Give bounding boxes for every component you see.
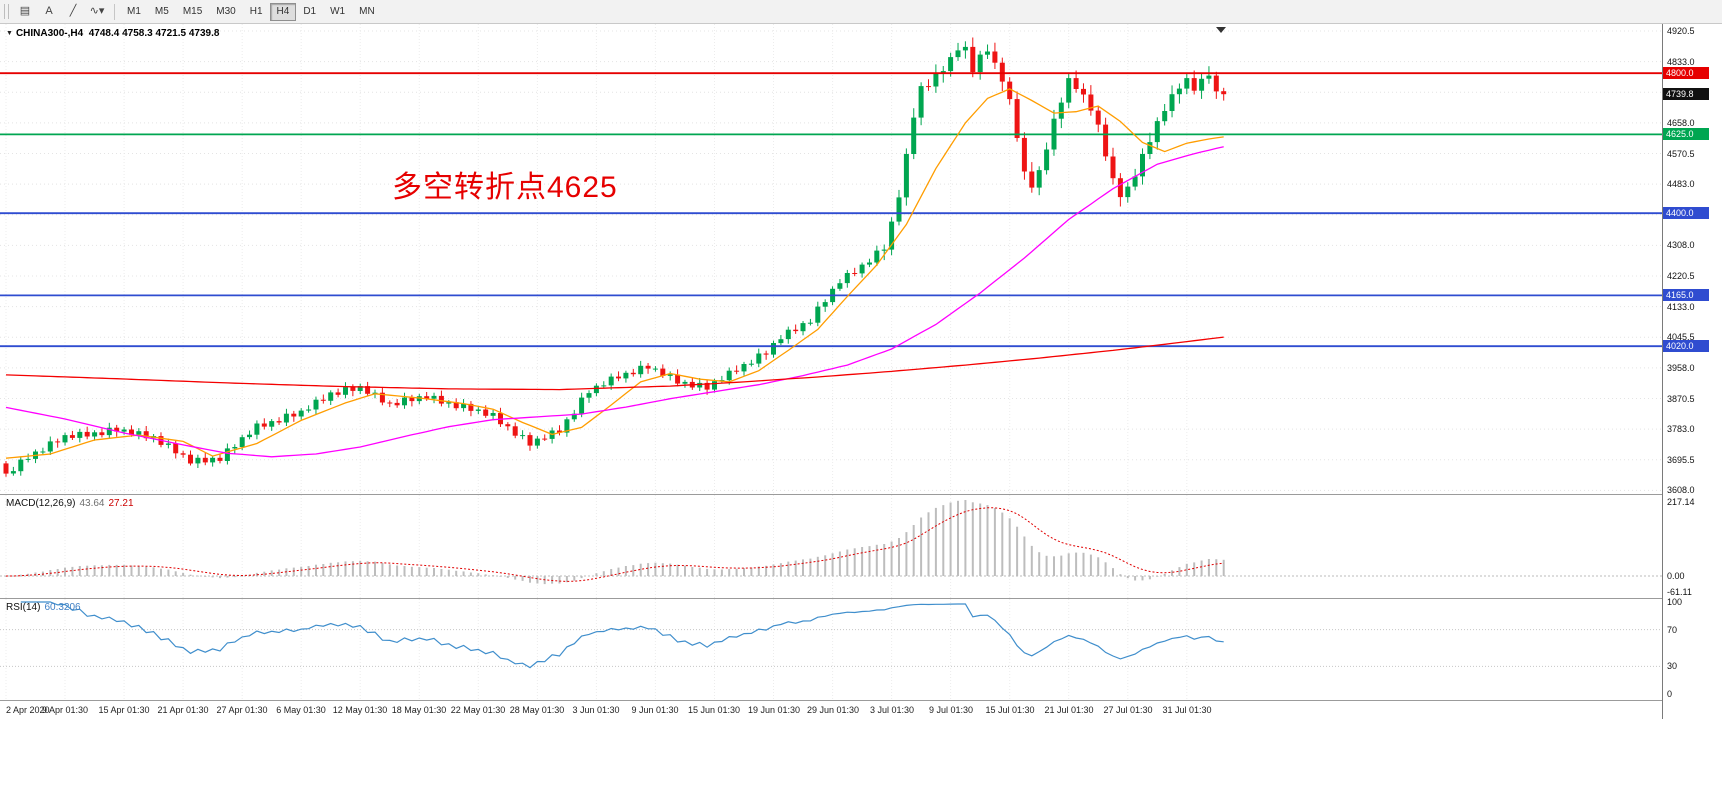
price-tick-label: 4045.5 <box>1667 332 1695 342</box>
time-axis-label: 15 Jun 01:30 <box>687 705 741 715</box>
text-tool-button[interactable]: A <box>37 2 61 21</box>
price-axis[interactable]: 4920.54833.04745.54658.04570.54483.04395… <box>1662 24 1722 719</box>
panel-separator[interactable] <box>0 598 1722 599</box>
macd-histogram <box>5 500 1225 585</box>
rsi-axis-label: 0 <box>1667 689 1673 699</box>
chart-title: ▼ CHINA300-,H4 4748.4 4758.3 4721.5 4739.… <box>6 28 219 39</box>
timeframe-button-D1[interactable]: D1 <box>296 3 323 21</box>
price-tick-label: 3958.0 <box>1667 363 1695 373</box>
time-axis-label: 27 Apr 01:30 <box>216 705 268 715</box>
charts-layout-button[interactable]: ▤ <box>13 2 37 21</box>
time-axis-label: 21 Jul 01:30 <box>1044 705 1094 715</box>
horizontal-levels <box>0 72 1662 348</box>
time-axis-label: 29 Jun 01:30 <box>806 705 860 715</box>
timeframe-button-MN[interactable]: MN <box>352 3 382 21</box>
timeframe-buttons-group: M1 M5 M15 M30 H1 H4 D1 W1 MN <box>120 2 382 21</box>
macd-signal-line <box>6 507 1224 582</box>
time-axis-label: 3 Jul 01:30 <box>869 705 915 715</box>
line-studies-button[interactable]: ∿▾ <box>85 2 109 21</box>
price-tick-label: 3695.5 <box>1667 455 1695 465</box>
level-price-tag: 4400.0 <box>1663 207 1709 219</box>
chart-window: ▼ CHINA300-,H4 4748.4 4758.3 4721.5 4739.… <box>0 24 1722 789</box>
panel-separator <box>0 700 1722 701</box>
chart-shift-marker[interactable] <box>1216 27 1226 33</box>
candlestick-series <box>3 37 1227 477</box>
price-tick-label: 4658.0 <box>1667 118 1695 128</box>
level-price-tag: 4625.0 <box>1663 128 1709 140</box>
toolbar-separator <box>114 3 115 20</box>
time-axis-label: 27 Jul 01:30 <box>1103 705 1153 715</box>
time-axis-label: 31 Jul 01:30 <box>1162 705 1212 715</box>
time-axis[interactable]: 2 Apr 2020 9 Apr 01:30 15 Apr 01:30 21 Apr … <box>0 701 1662 719</box>
timeframe-button-H1[interactable]: H1 <box>243 3 270 21</box>
macd-value-signal: 27.21 <box>108 498 134 509</box>
time-axis-label: 18 May 01:30 <box>391 705 447 715</box>
price-tick-label: 3783.0 <box>1667 424 1695 434</box>
rsi-label: RSI(14) 60.3206 <box>6 602 81 613</box>
price-tick-label: 4133.0 <box>1667 302 1695 312</box>
tool-buttons-group: ▤ A ╱ ∿▾ <box>13 2 109 21</box>
macd-axis-min: -61.11 <box>1667 587 1692 597</box>
rsi-axis-label: 70 <box>1667 625 1678 635</box>
price-tick-label: 4570.5 <box>1667 149 1695 159</box>
timeframe-button-H4[interactable]: H4 <box>269 2 297 21</box>
time-axis-label: 12 May 01:30 <box>332 705 388 715</box>
macd-axis-max: 217.14 <box>1667 497 1695 507</box>
ma-mid-line <box>5 146 1224 458</box>
time-axis-label: 6 May 01:30 <box>276 705 326 715</box>
chart-title-symbol: CHINA300-,H4 <box>15 28 84 39</box>
macd-name: MACD(12,26,9) <box>6 498 76 509</box>
time-axis-label: 15 Jul 01:30 <box>985 705 1035 715</box>
time-axis-label: 3 Jun 01:30 <box>572 705 620 715</box>
macd-label: MACD(12,26,9) 43.64 27.21 <box>6 498 134 509</box>
time-axis-label: 9 Jul 01:30 <box>928 705 974 715</box>
price-tick-label: 4920.5 <box>1667 26 1695 36</box>
timeframe-button-M15[interactable]: M15 <box>176 3 209 21</box>
current-price-tag: 4739.8 <box>1663 88 1709 100</box>
grid <box>0 24 1662 494</box>
trendline-tool-button[interactable]: ╱ <box>61 2 85 21</box>
rsi-panel-canvas[interactable] <box>0 599 1662 700</box>
time-axis-label: 2 Apr 2020 <box>6 705 50 715</box>
price-tick-label: 3608.0 <box>1667 485 1695 495</box>
level-price-tag: 4800.0 <box>1663 67 1709 79</box>
toolbar-grip[interactable] <box>4 4 9 19</box>
panel-separator[interactable] <box>0 494 1722 495</box>
ma-fast-line <box>5 88 1224 459</box>
rsi-line <box>20 601 1224 669</box>
macd-value-main: 43.64 <box>79 498 105 509</box>
timeframe-button-M30[interactable]: M30 <box>209 3 242 21</box>
chart-title-ohlc: 4748.4 4758.3 4721.5 4739.8 <box>88 28 220 39</box>
time-axis-label: 9 Jun 01:30 <box>631 705 679 715</box>
rsi-axis-label: 100 <box>1667 597 1683 607</box>
price-tick-label: 4483.0 <box>1667 179 1695 189</box>
price-tick-label: 3870.5 <box>1667 394 1695 404</box>
price-tick-label: 4833.0 <box>1667 57 1695 67</box>
chart-annotation-text[interactable]: 多空转折点4625 <box>392 171 618 204</box>
quick-trade-toggle-icon[interactable]: ▼ <box>6 30 13 37</box>
time-axis-label: 21 Apr 01:30 <box>157 705 209 715</box>
price-tick-label: 4308.0 <box>1667 240 1695 250</box>
macd-panel-canvas[interactable] <box>0 495 1662 598</box>
price-chart-canvas[interactable] <box>0 24 1662 494</box>
toolbar: ▤ A ╱ ∿▾ M1 M5 M15 M30 H1 H4 D1 W1 MN <box>0 0 1722 24</box>
macd-axis-zero: 0.00 <box>1667 571 1685 581</box>
rsi-name: RSI(14) <box>6 602 41 613</box>
timeframe-button-M1[interactable]: M1 <box>120 3 148 21</box>
time-axis-label: 22 May 01:30 <box>450 705 506 715</box>
time-axis-label: 15 Apr 01:30 <box>98 705 150 715</box>
rsi-value: 60.3206 <box>44 602 81 613</box>
price-tick-label: 4220.5 <box>1667 271 1695 281</box>
ma-slow-line <box>5 336 1224 391</box>
rsi-axis-label: 30 <box>1667 661 1678 671</box>
timeframe-button-M5[interactable]: M5 <box>148 3 176 21</box>
level-price-tag: 4165.0 <box>1663 289 1709 301</box>
level-price-tag: 4020.0 <box>1663 340 1709 352</box>
time-axis-label: 28 May 01:30 <box>509 705 565 715</box>
time-axis-label: 9 Apr 01:30 <box>41 705 89 715</box>
timeframe-button-W1[interactable]: W1 <box>323 3 352 21</box>
time-axis-label: 19 Jun 01:30 <box>747 705 801 715</box>
